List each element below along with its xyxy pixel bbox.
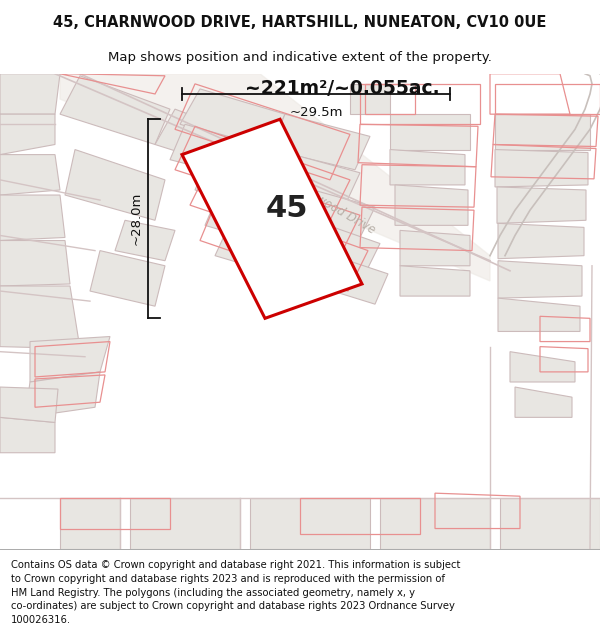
Polygon shape [500, 498, 600, 549]
Polygon shape [25, 372, 100, 418]
Text: Map shows position and indicative extent of the property.: Map shows position and indicative extent… [108, 51, 492, 64]
Polygon shape [130, 498, 240, 549]
Polygon shape [515, 387, 572, 418]
Polygon shape [0, 387, 58, 422]
Text: Contains OS data © Crown copyright and database right 2021. This information is : Contains OS data © Crown copyright and d… [11, 560, 460, 570]
Polygon shape [390, 114, 470, 149]
Polygon shape [65, 149, 165, 220]
Text: 100026316.: 100026316. [11, 615, 71, 625]
Polygon shape [498, 223, 584, 259]
Text: 45: 45 [266, 194, 308, 223]
Polygon shape [0, 418, 55, 452]
Polygon shape [0, 241, 70, 286]
Polygon shape [390, 149, 465, 185]
Polygon shape [170, 124, 275, 183]
Polygon shape [498, 261, 582, 298]
Polygon shape [180, 89, 285, 149]
Polygon shape [0, 154, 60, 195]
Text: co-ordinates) are subject to Crown copyright and database rights 2023 Ordnance S: co-ordinates) are subject to Crown copyr… [11, 601, 455, 611]
Text: Charnwood Drive: Charnwood Drive [283, 174, 377, 236]
Polygon shape [300, 249, 388, 304]
Polygon shape [280, 185, 375, 238]
Polygon shape [60, 74, 490, 281]
Text: ~29.5m: ~29.5m [289, 106, 343, 119]
Polygon shape [60, 76, 170, 144]
Polygon shape [0, 114, 55, 154]
Text: HM Land Registry. The polygons (including the associated geometry, namely x, y: HM Land Registry. The polygons (includin… [11, 588, 415, 598]
Polygon shape [498, 298, 580, 331]
Polygon shape [260, 149, 360, 205]
Text: to Crown copyright and database rights 2023 and is reproduced with the permissio: to Crown copyright and database rights 2… [11, 574, 445, 584]
Polygon shape [250, 498, 370, 549]
Polygon shape [155, 109, 255, 170]
Polygon shape [0, 195, 65, 241]
Polygon shape [115, 220, 175, 261]
Text: ~221m²/~0.055ac.: ~221m²/~0.055ac. [245, 79, 440, 98]
Polygon shape [290, 217, 380, 274]
Text: 45, CHARNWOOD DRIVE, HARTSHILL, NUNEATON, CV10 0UE: 45, CHARNWOOD DRIVE, HARTSHILL, NUNEATON… [53, 16, 547, 31]
Polygon shape [395, 185, 468, 226]
Polygon shape [495, 114, 590, 149]
Polygon shape [495, 149, 588, 187]
Polygon shape [195, 157, 295, 215]
Polygon shape [90, 251, 165, 306]
Polygon shape [270, 114, 370, 170]
Polygon shape [497, 187, 586, 223]
Polygon shape [215, 223, 315, 281]
Polygon shape [510, 352, 575, 382]
Text: ~28.0m: ~28.0m [130, 192, 143, 246]
Polygon shape [400, 266, 470, 296]
Polygon shape [0, 74, 60, 114]
Polygon shape [0, 286, 80, 349]
Polygon shape [182, 119, 362, 318]
Polygon shape [350, 84, 390, 114]
Polygon shape [400, 231, 470, 266]
Polygon shape [380, 498, 490, 549]
Polygon shape [30, 336, 110, 382]
Polygon shape [60, 498, 120, 549]
Polygon shape [205, 190, 305, 251]
